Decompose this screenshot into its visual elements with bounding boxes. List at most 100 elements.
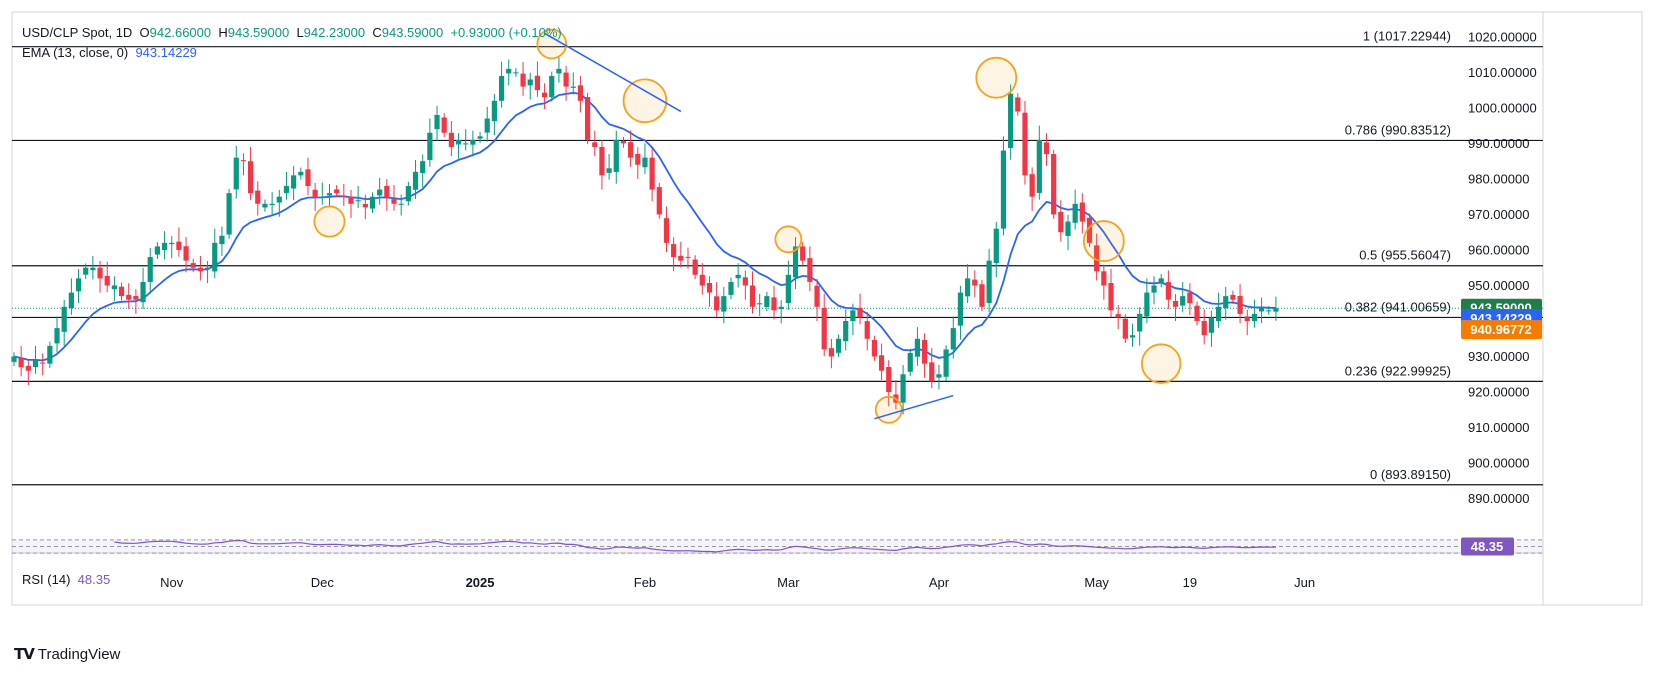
candle-body-157 [1137, 313, 1143, 332]
pivot-marker-4 [874, 395, 903, 424]
candle-body-122 [886, 366, 892, 393]
y-tick-2: 910.00000 [1468, 420, 1529, 435]
candle-body-76 [556, 68, 562, 74]
y-tick-13: 1020.00000 [1468, 29, 1537, 44]
candle-body-17 [133, 295, 139, 300]
candle-body-134 [972, 279, 978, 286]
candle-body-139 [1008, 93, 1014, 149]
candle-body-89 [649, 157, 655, 190]
candle-body-81 [592, 142, 598, 147]
candle-body-146 [1058, 211, 1064, 233]
candle-body-36 [269, 203, 275, 206]
candle-body-43 [319, 196, 325, 198]
candle-body-21 [161, 242, 168, 251]
rsi-tag-text: 48.35 [1471, 539, 1504, 554]
candle-body-99 [721, 296, 727, 312]
candle-body-93 [678, 255, 684, 261]
candle-body-84 [613, 139, 619, 173]
candle-body-101 [735, 274, 741, 279]
y-tick-11: 1000.00000 [1468, 100, 1537, 115]
x-tick-2: 2025 [466, 575, 495, 590]
candle-body-59 [434, 115, 440, 130]
candle-body-106 [771, 297, 777, 311]
candle-body-166 [1201, 321, 1207, 336]
candle-body-58 [427, 132, 433, 160]
tradingview-logo-icon: 𝗧𝗩 [14, 646, 35, 663]
candle-body-35 [262, 203, 268, 208]
candle-body-158 [1144, 292, 1150, 317]
candle-body-140 [1015, 97, 1021, 112]
candle-body-1 [18, 357, 24, 368]
candle-body-116 [843, 321, 849, 342]
candle-body-86 [628, 142, 634, 158]
x-tick-6: May [1084, 575, 1109, 590]
x-tick-1: Dec [311, 575, 335, 590]
candle-body-105 [764, 296, 770, 307]
y-tick-10: 990.00000 [1468, 136, 1529, 151]
candle-body-174 [1258, 306, 1265, 312]
candle-body-34 [255, 190, 261, 204]
candle-body-117 [850, 310, 856, 321]
candle-body-14 [111, 285, 117, 290]
rsi-label: RSI (14) [22, 572, 71, 587]
candle-body-24 [183, 246, 189, 261]
x-tick-4: Mar [777, 575, 800, 590]
ema-line [13, 91, 1276, 362]
candle-body-151 [1094, 245, 1100, 272]
candles [11, 57, 1279, 415]
candle-body-32 [240, 160, 247, 162]
candle-body-39 [291, 175, 297, 189]
candle-body-11 [90, 267, 96, 271]
candle-body-118 [857, 307, 863, 318]
candle-body-40 [298, 171, 304, 176]
candle-body-176 [1273, 308, 1279, 312]
candle-body-152 [1101, 271, 1107, 286]
y-tick-12: 1010.00000 [1468, 65, 1537, 80]
candle-body-109 [792, 246, 799, 278]
candle-body-112 [814, 285, 820, 307]
candle-body-104 [757, 303, 763, 305]
candle-body-171 [1237, 295, 1243, 314]
candle-body-12 [97, 267, 103, 279]
candle-body-41 [305, 169, 311, 187]
candle-body-113 [821, 308, 827, 350]
candle-body-102 [742, 277, 748, 286]
candle-body-144 [1043, 142, 1050, 155]
y-tick-8: 970.00000 [1468, 207, 1529, 222]
candle-body-44 [326, 193, 333, 196]
legend-close-value: 943.59000 [381, 25, 444, 40]
price-tag-bg-2 [1461, 320, 1542, 340]
rsi-pane: 48.35 [12, 537, 1543, 556]
trendline-1 [874, 394, 954, 420]
x-tick-8: Jun [1294, 575, 1315, 590]
candle-body-79 [577, 85, 584, 101]
pivot-marker-1 [622, 78, 668, 124]
legend-high-value: 943.59000 [227, 25, 290, 40]
candle-body-26 [197, 267, 204, 272]
candle-body-72 [527, 79, 533, 86]
candle-body-159 [1151, 285, 1157, 293]
candle-body-55 [405, 186, 411, 202]
candle-body-92 [671, 244, 677, 258]
legend-open-value: 942.66000 [149, 25, 212, 40]
candle-body-107 [778, 306, 784, 310]
pivot-marker-7 [1140, 343, 1182, 384]
candle-body-170 [1230, 294, 1236, 300]
legend-high-label: H [218, 25, 228, 40]
annotations [313, 28, 1182, 424]
legend-low-label: L [296, 25, 304, 40]
candle-body-75 [549, 75, 555, 98]
candle-body-150 [1086, 217, 1093, 243]
price-axis: 890.00000 900.00000 910.00000 920.00000 930.… [1468, 29, 1537, 506]
candle-body-168 [1215, 306, 1222, 322]
candle-body-156 [1129, 335, 1136, 338]
candle-body-74 [541, 92, 548, 98]
pivot-marker-2 [313, 205, 346, 238]
ema-label: EMA (13, close, 0) [22, 45, 129, 60]
candle-body-62 [455, 139, 462, 145]
candle-body-143 [1036, 139, 1042, 193]
candle-body-88 [642, 157, 648, 168]
candle-body-68 [498, 75, 505, 101]
rsi-tag-bg [1461, 537, 1514, 556]
candle-body-16 [126, 294, 132, 300]
